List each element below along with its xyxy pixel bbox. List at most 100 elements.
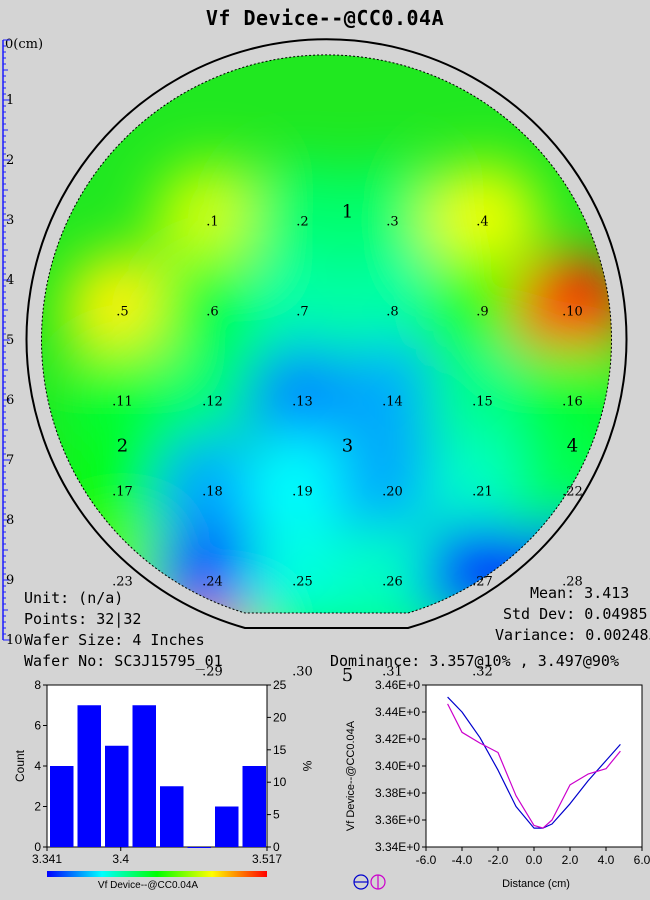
histogram-bar [242, 766, 266, 847]
wafer-point-label: .19 [292, 485, 313, 500]
ruler-label: 1 [6, 93, 14, 108]
profile-y-tick: 3.46E+0 [375, 678, 420, 692]
histogram-y2-tick: 0 [273, 840, 280, 854]
wafer-point-label: .7 [296, 305, 308, 320]
ruler-label: 9 [6, 573, 14, 588]
wafer-point-label: .4 [476, 215, 488, 230]
wafer-point-label: .18 [202, 485, 223, 500]
wafer-point-label: .2 [296, 215, 308, 230]
histogram-y2-tick: 25 [273, 678, 287, 692]
profile-x-tick: -6.0 [416, 853, 437, 867]
ruler-label: 7 [6, 453, 14, 468]
histogram-x-tick: 3.341 [32, 852, 62, 866]
profile-y-tick: 3.42E+0 [375, 732, 420, 746]
wafer-point-label: .5 [116, 305, 128, 320]
wafer-point-label: .9 [476, 305, 488, 320]
ruler-label: 3 [6, 213, 14, 228]
wafer-region-label: 3 [342, 436, 353, 457]
wafer-point-label: .16 [562, 395, 583, 410]
ruler-label: 8 [6, 513, 14, 528]
unit-label: Unit: (n/a) [24, 589, 124, 607]
histogram-y-tick: 6 [34, 719, 41, 733]
wafer-region-label: 4 [567, 436, 578, 457]
profile-x-tick: 0.0 [526, 853, 543, 867]
wafer-point-label: .13 [292, 395, 313, 410]
profile-y-tick: 3.44E+0 [375, 705, 420, 719]
wafer-point-label: .29 [202, 665, 223, 680]
wafer-point-label: .10 [562, 305, 583, 320]
ruler-label: 2 [6, 153, 14, 168]
histogram-y-tick: 2 [34, 800, 41, 814]
wafer-point-label: .32 [472, 665, 493, 680]
profile-y-tick: 3.40E+0 [375, 759, 420, 773]
wafer-point-label: .23 [112, 575, 133, 590]
histogram-y-tick: 8 [34, 678, 41, 692]
ruler-label: 4 [6, 273, 14, 288]
profile-y-tick: 3.34E+0 [375, 840, 420, 854]
ruler-label: 5 [6, 333, 14, 348]
points-label: Points: 32|32 [24, 610, 142, 628]
histogram-ylabel: Count [13, 749, 27, 782]
variance-label: Variance: 0.002485 [495, 626, 650, 644]
histogram-x-tick: 3.517 [252, 852, 282, 866]
histogram-chart: 0 2 4 6 8 0 5 10 15 20 25 3.341 3.4 3.517 Count % Vf … [13, 678, 314, 891]
histogram-bar [132, 705, 156, 847]
histogram-y-tick: 0 [34, 840, 41, 854]
histogram-y2label: % [300, 761, 314, 772]
wafer-point-label: .1 [206, 215, 218, 230]
profile-x-tick: -2.0 [488, 853, 509, 867]
profile-axis-icons[interactable] [353, 874, 386, 890]
histogram-bar [160, 786, 184, 847]
profile-x-tick: -4.0 [452, 853, 473, 867]
wafer-point-label: .28 [562, 575, 583, 590]
profile-series-line [447, 696, 621, 829]
histogram-bar [77, 705, 101, 847]
line-profile-chart: 3.34E+0 3.36E+0 3.38E+0 3.40E+0 3.42E+0 3.44E… [345, 678, 650, 890]
wafer-point-label: .12 [202, 395, 223, 410]
dominance-label: Dominance: 3.357@10% , 3.497@90% [330, 652, 619, 670]
wafer-point-label: .31 [382, 665, 403, 680]
wafer-point-label: .17 [112, 485, 133, 500]
histogram-bar [215, 806, 239, 847]
wafer-region-label: 1 [342, 202, 353, 223]
profile-ylabel: Vf Device--@CC0.04A [345, 720, 357, 831]
wafer-point-label: .21 [472, 485, 493, 500]
wafer-point-label: .24 [202, 575, 223, 590]
colorbar-label: Vf Device--@CC0.04A [98, 880, 199, 891]
profile-xlabel: Distance (cm) [502, 878, 570, 890]
wafer-point-label: .14 [382, 395, 403, 410]
profile-x-tick: 2.0 [562, 853, 579, 867]
histogram-bar [50, 766, 74, 847]
histogram-bar [187, 847, 211, 848]
mean-label: Mean: 3.413 [530, 584, 630, 602]
ruler-label: 10 [6, 633, 23, 648]
profile-x-tick: 6.0 [634, 853, 650, 867]
colorbar [47, 871, 267, 877]
histogram-x-tick: 3.4 [112, 852, 129, 866]
wafer-point-label: .26 [382, 575, 403, 590]
histogram-y2-tick: 15 [273, 743, 287, 757]
vertical-ruler: 0(cm) 1 2 3 4 5 6 7 8 9 10 [2, 37, 43, 648]
ruler-unit-label: 0(cm) [5, 37, 43, 52]
wafer-region-label: 5 [342, 665, 353, 686]
wafer-point-label: .8 [386, 305, 398, 320]
page-title: Vf Device--@CC0.04A [205, 6, 445, 30]
histogram-y2-tick: 5 [273, 808, 280, 822]
ruler-label: 6 [6, 393, 14, 408]
wafer-point-label: .20 [382, 485, 403, 500]
histogram-y2-tick: 20 [273, 710, 287, 724]
wafer-point-label: .3 [386, 215, 398, 230]
wafer-no-label: Wafer No: SC3J15795_01 [24, 652, 223, 670]
histogram-y-tick: 4 [34, 759, 41, 773]
std-dev-label: Std Dev: 0.04985 [503, 605, 648, 623]
wafer-outer-outline [25, 38, 628, 629]
histogram-bar [105, 745, 129, 847]
wafer-region-label: 2 [117, 436, 128, 457]
wafer-size-label: Wafer Size: 4 Inches [24, 631, 205, 649]
profile-series-line [447, 703, 621, 829]
wafer-point-label: .22 [562, 485, 583, 500]
wafer-point-label: .25 [292, 575, 313, 590]
profile-y-tick: 3.36E+0 [375, 813, 420, 827]
profile-x-tick: 4.0 [598, 853, 615, 867]
